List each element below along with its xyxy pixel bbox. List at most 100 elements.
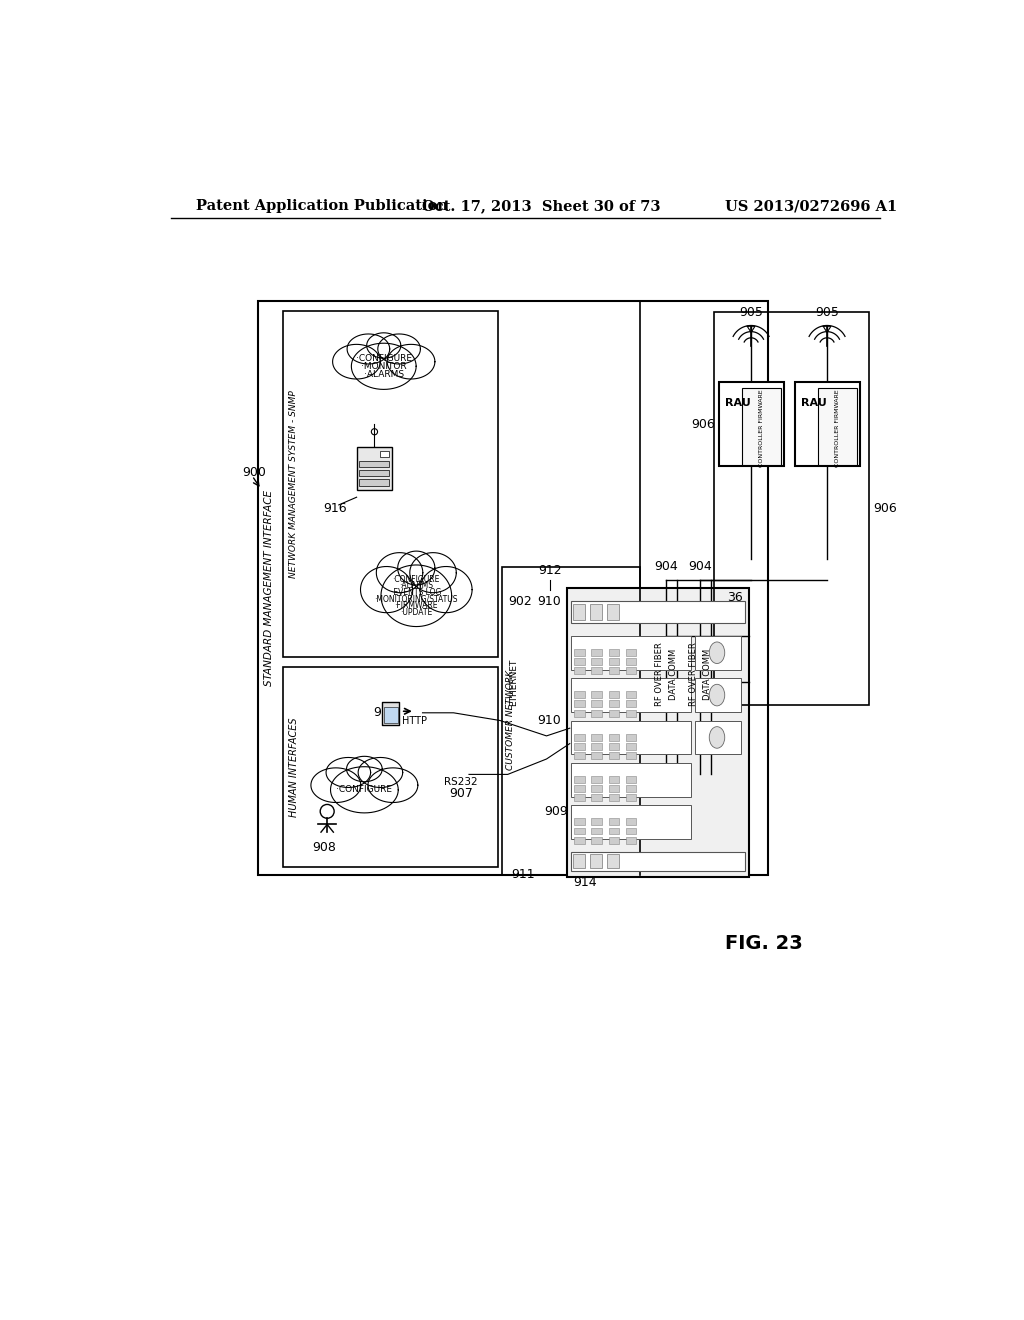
Bar (359, 470, 389, 477)
Bar (607, 605, 620, 619)
Bar (694, 678, 741, 711)
Text: 905: 905 (739, 306, 763, 319)
Text: 908: 908 (312, 841, 336, 854)
Bar (574, 734, 586, 741)
Bar (608, 837, 620, 843)
Bar (626, 710, 636, 717)
Bar (626, 659, 636, 665)
Bar (608, 649, 620, 656)
Bar (592, 752, 602, 759)
Bar (608, 668, 620, 675)
Text: CONTROLLER FIRMWARE: CONTROLLER FIRMWARE (835, 389, 840, 467)
Polygon shape (358, 758, 402, 788)
Bar (626, 776, 636, 783)
Bar (570, 636, 690, 669)
Ellipse shape (710, 684, 725, 706)
Bar (570, 601, 744, 623)
Bar (574, 649, 586, 656)
Bar (570, 853, 744, 871)
Bar (574, 785, 586, 792)
Bar (626, 785, 636, 792)
Bar (590, 605, 602, 619)
Text: STANDARD MANAGEMENT INTERFACE: STANDARD MANAGEMENT INTERFACE (264, 490, 274, 685)
Bar (570, 805, 690, 840)
Bar (572, 854, 586, 869)
Text: HUMAN INTERFACES: HUMAN INTERFACES (289, 717, 299, 817)
Text: HTTP: HTTP (401, 715, 427, 726)
Bar (608, 776, 620, 783)
Bar (574, 692, 586, 698)
Bar (574, 659, 586, 665)
Bar (574, 837, 586, 843)
Bar (608, 659, 620, 665)
Polygon shape (376, 553, 423, 593)
Text: 907: 907 (450, 787, 473, 800)
Bar (795, 381, 860, 466)
Polygon shape (367, 333, 400, 358)
Text: RF OVER FIBER: RF OVER FIBER (655, 643, 665, 706)
Bar (626, 752, 636, 759)
Text: ·ALARMS: ·ALARMS (399, 581, 433, 590)
Bar (607, 854, 620, 869)
Polygon shape (387, 345, 435, 379)
Polygon shape (368, 768, 418, 803)
Bar (741, 388, 780, 465)
Polygon shape (397, 552, 435, 585)
Text: RS232: RS232 (444, 777, 478, 787)
Polygon shape (326, 758, 371, 788)
Bar (608, 828, 620, 834)
Bar (626, 795, 636, 801)
Bar (592, 659, 602, 665)
Bar (592, 828, 602, 834)
Bar (626, 701, 636, 708)
Bar (574, 776, 586, 783)
Text: 910: 910 (538, 594, 561, 607)
Bar (574, 668, 586, 675)
Polygon shape (331, 767, 398, 813)
Bar (283, 667, 499, 867)
Text: CUSTOMER NETWORK: CUSTOMER NETWORK (506, 671, 515, 771)
Text: 915: 915 (374, 706, 397, 719)
Bar (574, 818, 586, 825)
Bar (574, 701, 586, 708)
Bar (592, 710, 602, 717)
Bar (566, 589, 749, 876)
Text: 912: 912 (538, 564, 561, 577)
Bar (626, 692, 636, 698)
Bar (608, 701, 620, 708)
Bar (570, 721, 690, 755)
Bar (380, 451, 389, 457)
Text: DATA COMM: DATA COMM (669, 648, 678, 700)
Bar (626, 668, 636, 675)
Bar (608, 818, 620, 825)
Bar (608, 785, 620, 792)
Bar (608, 752, 620, 759)
Bar (626, 649, 636, 656)
Text: 909: 909 (544, 805, 567, 818)
Ellipse shape (710, 726, 725, 748)
Polygon shape (360, 566, 413, 612)
Text: 904: 904 (688, 560, 712, 573)
Polygon shape (311, 768, 360, 803)
Bar (626, 734, 636, 741)
Polygon shape (420, 566, 472, 612)
Polygon shape (381, 565, 452, 627)
Ellipse shape (710, 642, 725, 664)
Text: Patent Application Publication: Patent Application Publication (197, 199, 449, 213)
Text: DATA COMM: DATA COMM (703, 648, 713, 700)
Text: ·EVENTS LOG: ·EVENTS LOG (391, 587, 441, 597)
Bar (283, 312, 499, 657)
Bar (608, 710, 620, 717)
Text: ETHERNET: ETHERNET (510, 659, 518, 706)
Bar (574, 795, 586, 801)
Text: 902: 902 (508, 594, 532, 607)
Bar (714, 313, 869, 705)
Bar (590, 854, 602, 869)
Text: ·CONFIGURE: ·CONFIGURE (336, 785, 392, 795)
Polygon shape (347, 334, 390, 364)
Bar (258, 301, 768, 875)
Bar (359, 461, 389, 467)
Bar (356, 447, 391, 490)
Bar (570, 678, 690, 711)
Bar (592, 776, 602, 783)
